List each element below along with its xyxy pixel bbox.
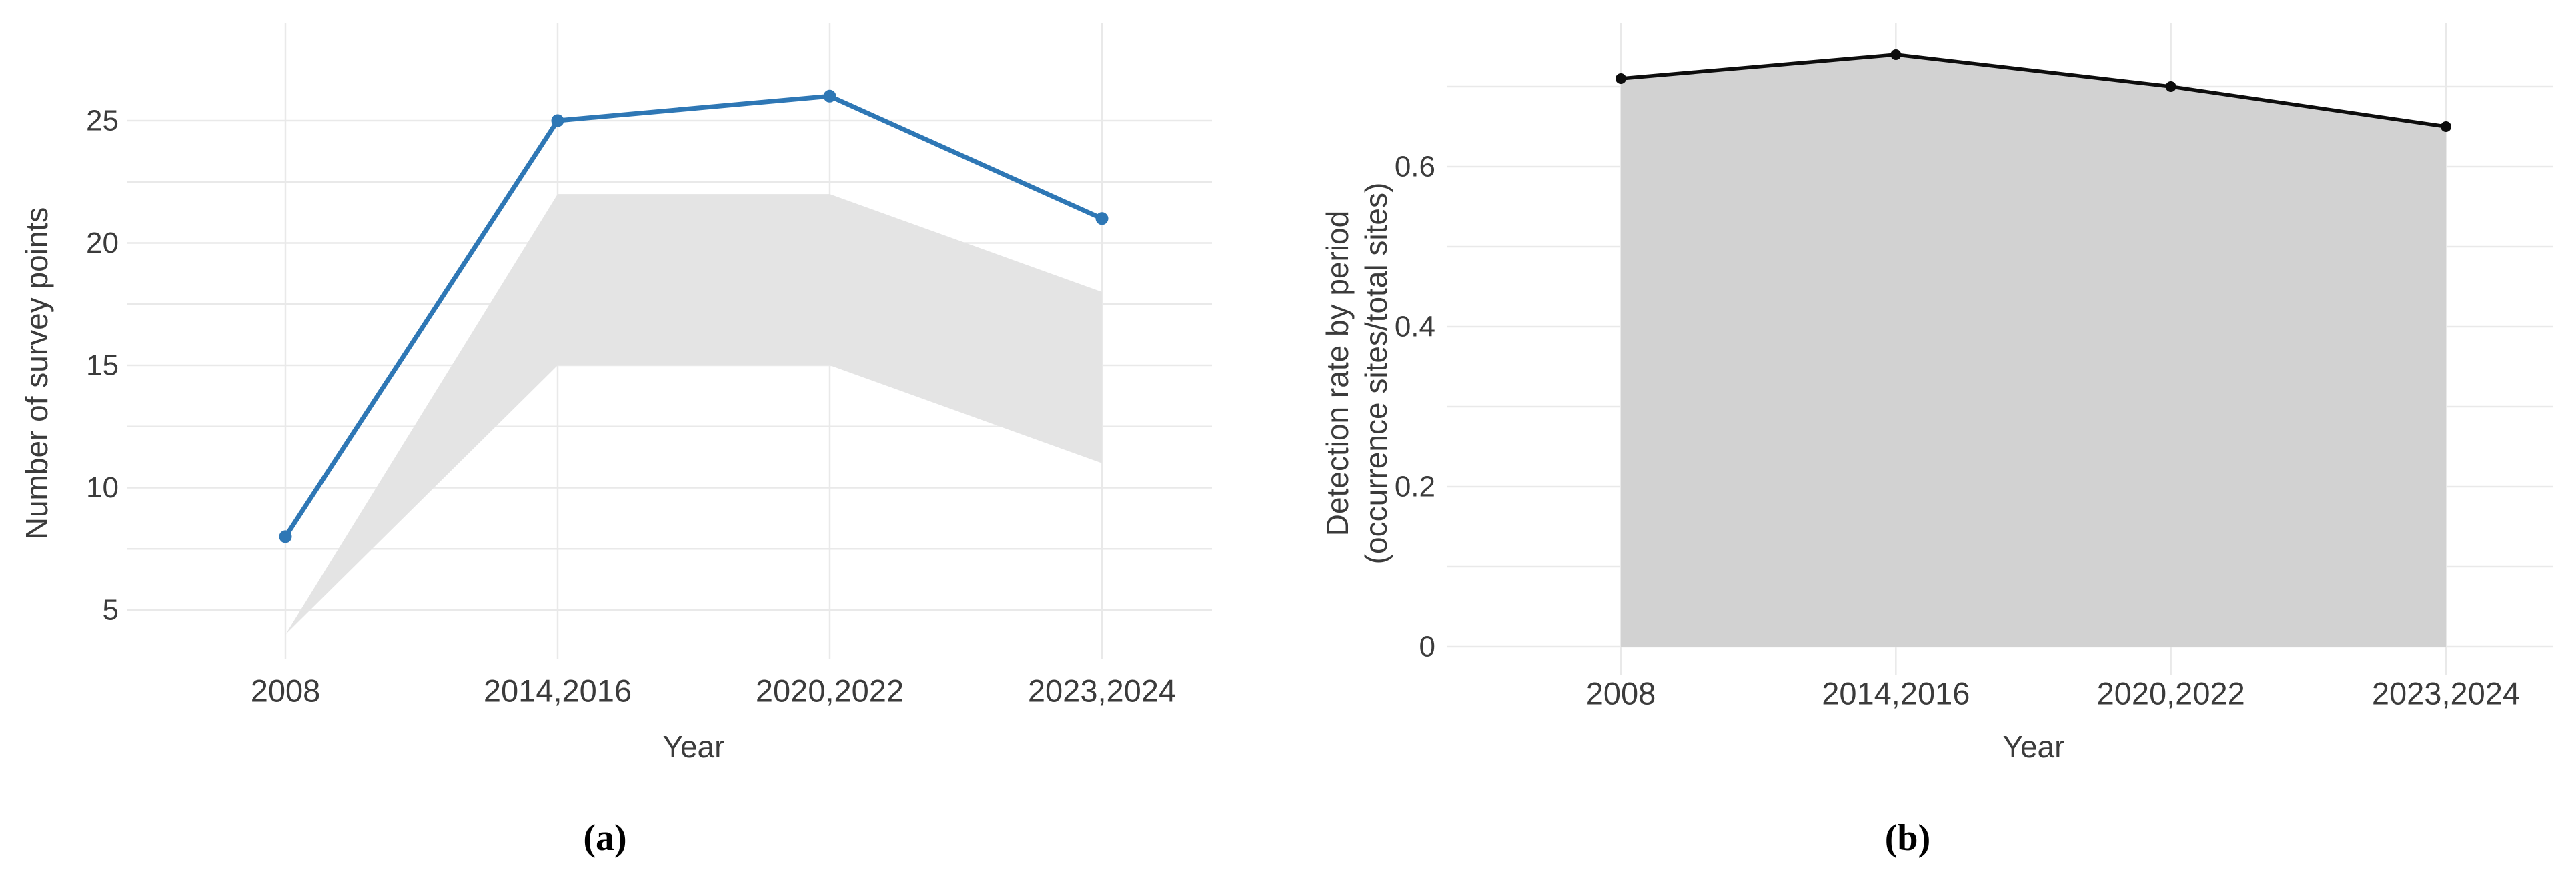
- panel-b-y-tick-label: 0.6: [1395, 151, 1435, 183]
- panel-a-x-axis-title: Year: [663, 729, 725, 764]
- detection-rate-data-point: [1890, 49, 1902, 60]
- panel-b-y-axis-title: (occurrence sites/total sites): [1359, 183, 1393, 565]
- detection-rate-data-point: [2165, 81, 2176, 92]
- panel-a-y-tick-label: 15: [86, 349, 119, 382]
- survey-points-range-band: [285, 194, 1102, 635]
- survey-points-data-point: [1095, 212, 1109, 225]
- panel-a-y-tick-label: 20: [86, 227, 119, 259]
- detection-rate-data-point: [2440, 121, 2451, 132]
- survey-points-data-point: [279, 530, 292, 543]
- panel-b-x-tick-label: 2020,2022: [2097, 676, 2245, 711]
- panel-b-y-tick-label: 0.2: [1395, 471, 1435, 503]
- panel-b-x-tick-label: 2014,2016: [1822, 676, 1970, 711]
- panel-a-y-tick-label: 5: [103, 594, 119, 627]
- panel-a-x-tick-label: 2008: [251, 673, 321, 709]
- panel-b-y-axis-title: Detection rate by period: [1320, 211, 1355, 536]
- detection-rate-area: [1621, 55, 2446, 647]
- panel-a-caption: (a): [583, 817, 627, 859]
- panel-a-y-tick-label: 10: [86, 471, 119, 504]
- panel-b-caption: (b): [1884, 817, 1931, 859]
- panel-a-y-axis-title: Number of survey points: [19, 207, 54, 540]
- panel-b-x-tick-label: 2023,2024: [2372, 676, 2520, 711]
- survey-points-data-point: [551, 114, 564, 127]
- panel-a-y-tick-label: 25: [86, 105, 119, 137]
- panel-b-x-axis-title: Year: [2003, 729, 2065, 764]
- survey-points-line: [283, 93, 1105, 539]
- detection-rate-data-point: [1616, 73, 1626, 84]
- panel-a-x-tick-label: 2014,2016: [484, 673, 632, 709]
- panel-a-x-tick-label: 2023,2024: [1028, 673, 1176, 709]
- panel-a-x-tick-label: 2020,2022: [756, 673, 904, 709]
- panel-b-y-tick-label: 0: [1419, 631, 1435, 663]
- panel-b-x-tick-label: 2008: [1586, 676, 1656, 711]
- survey-points-data-point: [823, 89, 836, 103]
- detection-rate-line: [1619, 53, 2448, 129]
- panel-b-y-tick-label: 0.4: [1395, 311, 1435, 343]
